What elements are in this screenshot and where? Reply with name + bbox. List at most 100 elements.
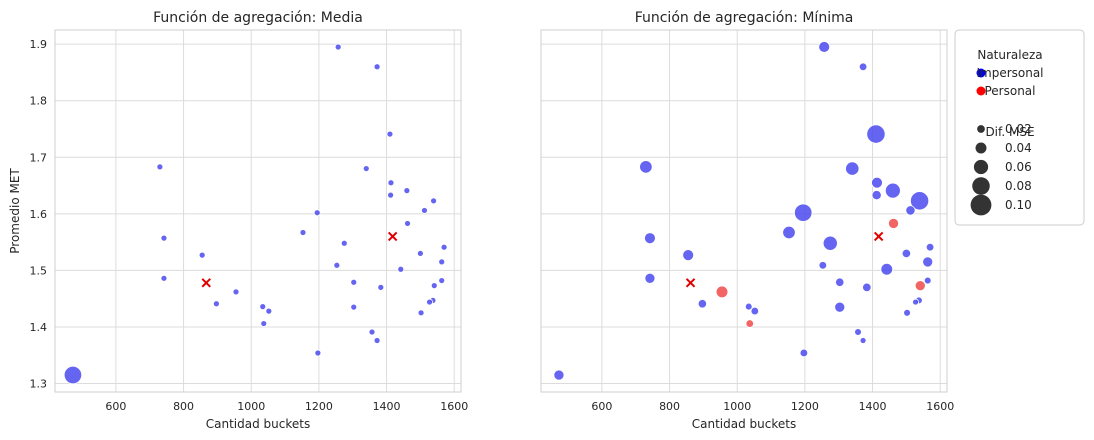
data-point xyxy=(859,337,867,344)
x-marker xyxy=(873,231,884,242)
data-point xyxy=(63,365,83,385)
x-tick-label: 800 xyxy=(173,400,194,413)
data-point xyxy=(912,298,919,306)
data-point xyxy=(866,124,886,144)
data-point xyxy=(426,298,433,306)
legend-hue-swatch xyxy=(976,86,986,96)
data-point xyxy=(430,282,438,290)
data-point xyxy=(368,328,376,336)
data-point xyxy=(799,348,809,358)
data-point xyxy=(901,248,912,259)
x-tick-label: 1000 xyxy=(237,400,265,413)
data-point xyxy=(750,306,760,316)
data-point xyxy=(377,283,385,291)
legend-size-label: 0.08 xyxy=(1005,179,1032,193)
data-point xyxy=(438,258,446,266)
data-point xyxy=(745,319,754,328)
data-point xyxy=(156,163,164,171)
data-point xyxy=(923,276,932,285)
data-point xyxy=(160,274,168,282)
x-tick-label: 600 xyxy=(105,400,126,413)
data-point xyxy=(858,62,868,72)
x-tick-label: 1400 xyxy=(859,400,887,413)
data-point xyxy=(697,299,708,309)
data-point xyxy=(373,337,381,344)
legend-size-swatch xyxy=(977,125,985,133)
legend-size-label: 0.10 xyxy=(1005,198,1032,212)
legend: Naturaleza Dif. MSE Impersonal Personal 0.… xyxy=(954,29,1085,226)
chart-media: Función de agregación: Media Cantidad bu… xyxy=(8,10,468,431)
legend-size-title: Dif. MSE xyxy=(985,125,1034,139)
data-point xyxy=(715,285,729,299)
x-tick-label: 1000 xyxy=(723,400,751,413)
data-point xyxy=(403,187,411,195)
data-point xyxy=(639,160,653,174)
data-point xyxy=(854,328,862,336)
x-tick-label: 1400 xyxy=(373,400,401,413)
y-tick-label: 1.5 xyxy=(30,264,48,277)
x-tick-label: 1200 xyxy=(305,400,333,413)
legend-size-swatch xyxy=(975,142,987,154)
x-marker-stroke xyxy=(201,278,211,288)
y-tick-label: 1.6 xyxy=(30,208,48,221)
data-point xyxy=(397,265,405,273)
chart-title-minima: Función de agregación: Mínima xyxy=(635,10,854,26)
x-marker-stroke xyxy=(685,278,696,288)
data-point xyxy=(299,229,307,236)
data-point xyxy=(387,179,395,187)
y-axis-label: Promedio MET xyxy=(8,168,22,254)
x-tick-label: 1600 xyxy=(440,400,468,413)
data-point xyxy=(822,235,838,251)
data-point xyxy=(386,130,394,138)
data-point xyxy=(862,282,872,293)
data-point xyxy=(880,262,894,276)
data-point xyxy=(260,320,268,327)
data-point xyxy=(362,165,370,172)
data-point xyxy=(818,261,828,270)
legend-hue-title: Naturaleza xyxy=(977,48,1042,62)
data-point xyxy=(553,369,565,381)
data-point xyxy=(334,43,342,51)
y-tick-label: 1.9 xyxy=(30,38,48,51)
x-tick-label: 600 xyxy=(591,400,612,413)
data-points xyxy=(553,41,935,381)
data-point xyxy=(903,308,911,317)
chart-minima: Función de agregación: Mínima Cantidad b… xyxy=(540,10,954,431)
x-axis-label-minima: Cantidad buckets xyxy=(692,417,796,431)
y-tick-label: 1.4 xyxy=(30,321,48,334)
legend-size-swatch xyxy=(972,177,990,195)
data-point xyxy=(818,41,831,53)
data-point xyxy=(314,349,322,357)
data-point xyxy=(644,232,656,245)
data-point xyxy=(794,203,813,222)
legend-size-swatch xyxy=(970,194,992,216)
plot-frame xyxy=(54,29,462,393)
data-point xyxy=(682,249,695,261)
data-point xyxy=(416,250,424,257)
legend-hue-label: Impersonal xyxy=(976,66,1043,80)
data-point xyxy=(265,307,273,315)
data-point xyxy=(845,161,860,176)
data-point xyxy=(232,288,240,296)
legend-hue-label: Personal xyxy=(984,84,1035,98)
data-point xyxy=(212,300,220,308)
x-axis-label-media: Cantidad buckets xyxy=(206,417,310,431)
data-point xyxy=(871,190,882,201)
data-point xyxy=(430,197,438,205)
data-point xyxy=(198,251,206,259)
x-marker-stroke xyxy=(873,231,884,242)
grid-lines xyxy=(55,30,461,392)
grid-lines xyxy=(541,30,947,392)
data-point xyxy=(782,225,796,240)
x-marker xyxy=(387,231,398,242)
legend-frame xyxy=(954,29,1085,226)
x-marker-stroke xyxy=(387,231,398,242)
data-point xyxy=(884,182,901,199)
y-tick-label: 1.7 xyxy=(30,151,48,164)
data-point xyxy=(910,191,930,211)
legend-size-label: 0.06 xyxy=(1005,160,1032,174)
data-point xyxy=(340,239,348,247)
plot-frame xyxy=(540,29,948,393)
data-point xyxy=(259,303,267,311)
